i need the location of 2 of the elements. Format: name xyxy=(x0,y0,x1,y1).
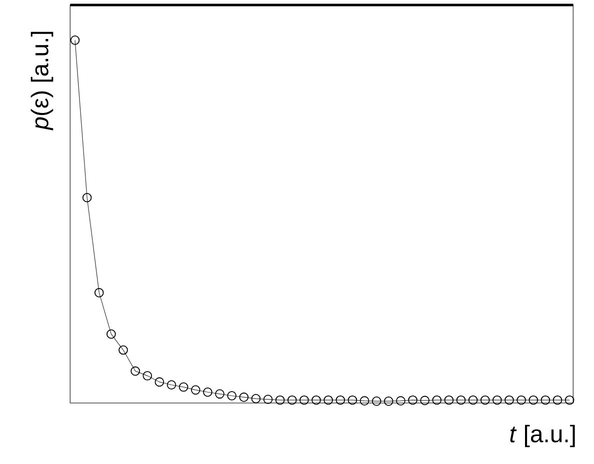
x-axis-title: t [a.u.] xyxy=(510,424,575,448)
y-axis-title: p(ε) [a.u.] xyxy=(30,32,54,130)
